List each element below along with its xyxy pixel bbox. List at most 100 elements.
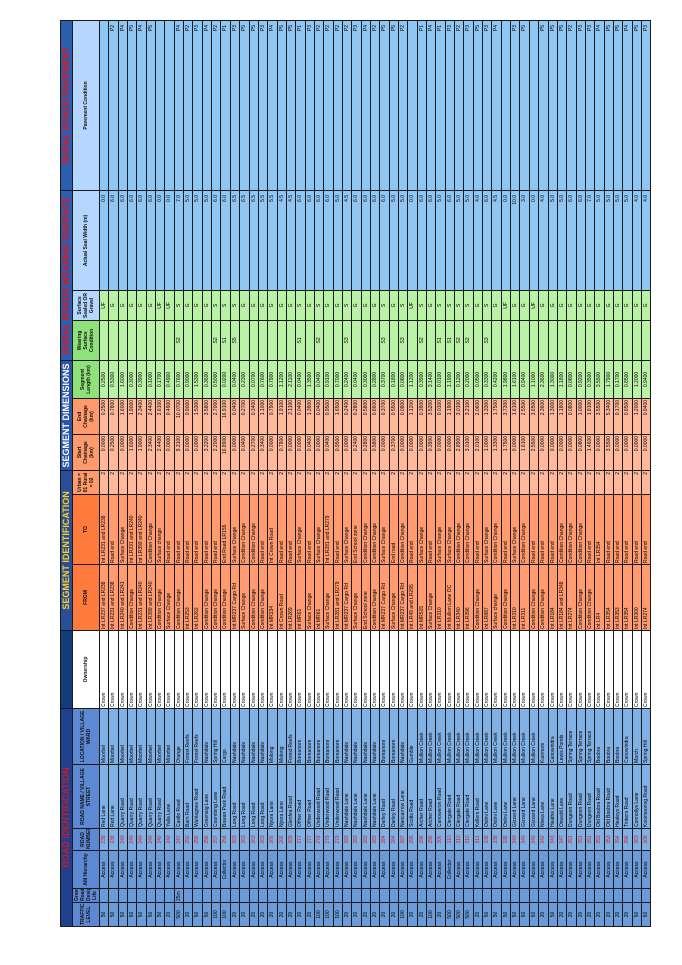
table-cell xyxy=(454,888,464,903)
table-cell: 4.5 xyxy=(277,190,287,291)
table-cell: Crown xyxy=(286,630,296,709)
table-cell: 3.2100 xyxy=(463,398,474,435)
table-row: 50 Access 340 Gizzard Lane Mullion Creek Crow… xyxy=(510,20,520,927)
table-row: 20 Access 283 Nashdale Lane Nashdale Crown Con… xyxy=(370,20,380,927)
table-cell: 0.0000 xyxy=(632,434,642,471)
table-cell: 296 xyxy=(417,828,427,851)
table-cell: 20 xyxy=(361,902,371,927)
table-cell: Moorbel xyxy=(136,708,147,765)
table-cell xyxy=(99,320,109,361)
table-cell: Access xyxy=(136,850,147,889)
table-cell: Surface Change xyxy=(314,494,324,565)
table-cell: 0.0000 xyxy=(622,434,633,471)
table-cell: 0.3700 xyxy=(379,398,390,435)
table-cell: Access xyxy=(491,850,502,889)
table-cell: Access xyxy=(463,850,474,889)
table-cell: G xyxy=(267,290,278,321)
table-cell: Canoweron Road xyxy=(435,764,446,829)
table-row: 20 Access 354 Healeys Road Boobra Crown Int LR… xyxy=(613,20,623,927)
table-cell: Crown xyxy=(239,630,249,709)
table-cell: 500 xyxy=(445,902,455,927)
table-cell: P4 xyxy=(202,20,212,191)
table-row: 50 Access 256 Greenaig Lane Nashdale Crown Con… xyxy=(202,20,212,927)
table-cell: S3 xyxy=(342,320,352,361)
table-cell: 0.0000 xyxy=(641,434,651,471)
table-cell: 0.0800 xyxy=(398,398,408,435)
table-cell xyxy=(594,320,605,361)
table-cell: Access xyxy=(164,850,175,889)
table-cell: UF xyxy=(155,290,165,321)
table-cell: Crown xyxy=(230,630,240,709)
table-cell: 50 xyxy=(482,902,492,927)
table-cell: Access xyxy=(641,850,651,889)
table-cell: 1.8100 xyxy=(585,398,595,435)
table-cell: 1.7900 xyxy=(604,360,614,399)
table-cell: S xyxy=(342,290,352,321)
table-cell: S2 xyxy=(463,320,474,361)
table-cell: 277 xyxy=(295,828,306,851)
table-cell: 340 xyxy=(519,828,530,851)
table-cell: 0.3300 xyxy=(482,360,492,399)
table-cell: Glenfea Road xyxy=(286,764,296,829)
table-cell xyxy=(314,888,324,903)
table-cell: 0.0000 xyxy=(267,434,278,471)
table-cell: 2.0100 xyxy=(473,434,483,471)
table-cell: 1.9000 xyxy=(136,434,147,471)
table-cell: G xyxy=(192,290,203,321)
table-cell: 1.1200 xyxy=(407,398,418,435)
table-cell: 2 xyxy=(548,470,558,495)
table-cell: Boobra xyxy=(594,708,605,765)
table-cell: 6.0 xyxy=(136,190,147,291)
table-cell: Moorbel xyxy=(146,708,156,765)
table-cell: Crown xyxy=(174,630,184,709)
table-cell: Access xyxy=(305,850,315,889)
table-cell xyxy=(641,320,651,361)
table-cell: 50 xyxy=(548,902,558,927)
table-cell: 20 xyxy=(267,902,278,927)
table-cell: Condition Change xyxy=(249,494,259,565)
table-cell: P3 xyxy=(482,20,492,191)
table-cell: 5.0 xyxy=(548,190,558,291)
table-row: 20 Access 356 Tinkers Road Canowindra Crown In… xyxy=(622,20,633,927)
table-cell: 284 xyxy=(389,828,399,851)
table-cell: Canowindra xyxy=(622,708,633,765)
table-cell: Condition Change xyxy=(370,564,380,631)
table-cell: 0.2300 xyxy=(239,360,249,399)
table-cell: G xyxy=(249,290,259,321)
table-cell: P5 xyxy=(632,20,642,191)
table-cell: Access xyxy=(99,850,109,889)
table-cell: 20 xyxy=(576,902,586,927)
table-cell: Int LR311 xyxy=(519,564,530,631)
table-cell: 1.1800 xyxy=(557,398,567,435)
table-cell: 20 xyxy=(379,902,390,927)
table-cell: S3 xyxy=(379,320,390,361)
table-row: 500 Access 310 Clergate Road Mullion Creek Cr… xyxy=(463,20,474,927)
table-row: 20 Access 269 Glenfea Road Forest Reefs Crown… xyxy=(286,20,296,927)
table-cell: Condition Change xyxy=(585,564,595,631)
table-cell: 238 xyxy=(99,828,109,851)
table-cell: Access xyxy=(183,850,193,889)
table-cell: Boobra xyxy=(613,708,623,765)
table-cell: 50 xyxy=(99,902,109,927)
table-cell: Road end xyxy=(529,494,539,565)
table-cell: 3.5500 xyxy=(604,434,614,471)
table-cell: Access xyxy=(239,850,249,889)
table-cell: S2 xyxy=(314,320,324,361)
table-cell: G xyxy=(333,290,343,321)
table-cell xyxy=(258,888,268,903)
table-cell: 2 xyxy=(174,470,184,495)
table-cell xyxy=(108,320,119,361)
table-row: 20 Access 295 Scotts Road Gumble Crown Int LR4… xyxy=(407,20,418,927)
table-cell: 2 xyxy=(277,470,287,495)
table-cell: Condition Change xyxy=(576,564,586,631)
column-header: ROAD NUMBER xyxy=(72,828,100,851)
table-row: 20 Access 311 Kellers Road Mullion Creek Crow… xyxy=(473,20,483,927)
table-cell: 5.0 xyxy=(604,190,614,291)
table-cell: 2 xyxy=(136,470,147,495)
table-cell: 0.1000 xyxy=(146,360,156,399)
table-cell xyxy=(118,888,128,903)
table-cell: G xyxy=(351,290,362,321)
table-cell: 4.0 xyxy=(538,190,548,291)
table-cell: 0.0800 xyxy=(566,398,577,435)
table-cell xyxy=(426,888,436,903)
